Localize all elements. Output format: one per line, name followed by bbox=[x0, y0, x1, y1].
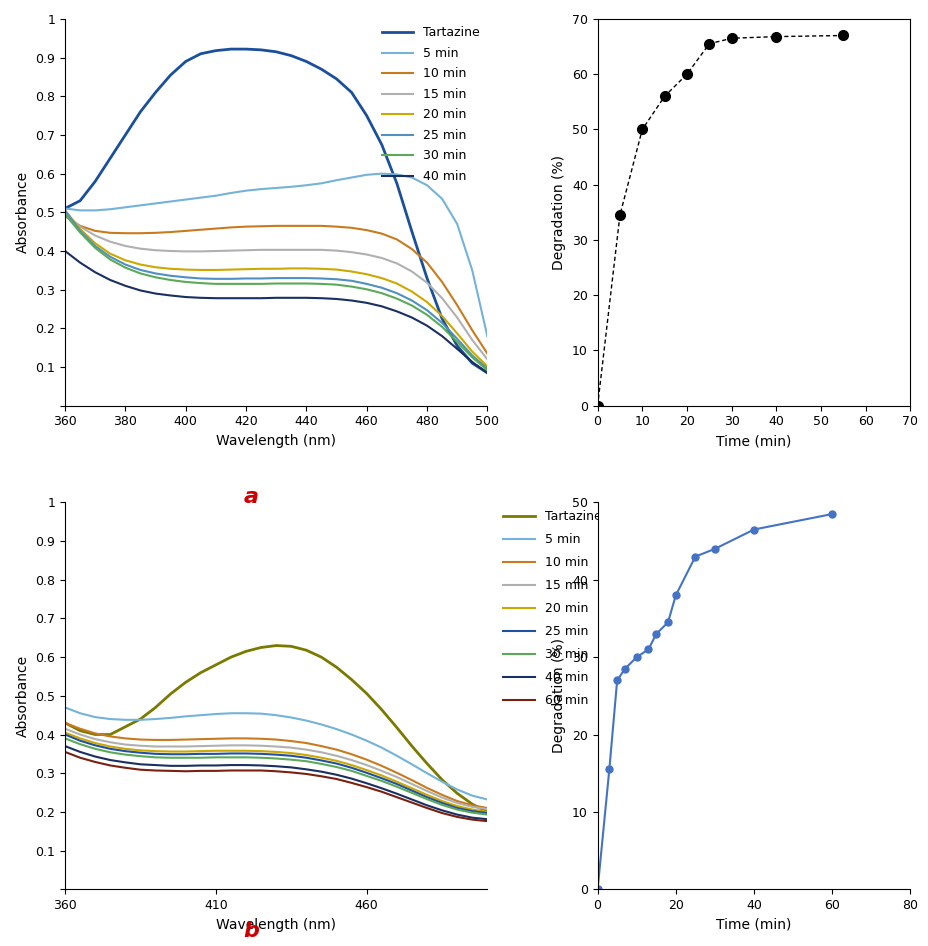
X-axis label: Wavelength (nm): Wavelength (nm) bbox=[216, 434, 336, 448]
Y-axis label: Degradation (%): Degradation (%) bbox=[552, 639, 566, 753]
Legend: Tartazine, 5 min, 10 min, 15 min, 20 min, 25 min, 30 min, 40 min: Tartazine, 5 min, 10 min, 15 min, 20 min… bbox=[377, 22, 484, 188]
X-axis label: Wavelength (nm): Wavelength (nm) bbox=[216, 918, 336, 932]
X-axis label: Time (min): Time (min) bbox=[715, 434, 791, 448]
Legend: Tartazine, 5 min, 10 min, 15 min, 20 min, 25 min, 30 min, 40 min, 60 min: Tartazine, 5 min, 10 min, 15 min, 20 min… bbox=[497, 505, 606, 712]
Y-axis label: Absorbance: Absorbance bbox=[16, 655, 30, 737]
Y-axis label: Absorbance: Absorbance bbox=[16, 171, 30, 254]
X-axis label: Time (min): Time (min) bbox=[715, 918, 791, 932]
Text: b: b bbox=[242, 921, 259, 941]
Y-axis label: Degradation (%): Degradation (%) bbox=[552, 155, 566, 270]
Text: a: a bbox=[243, 486, 258, 507]
